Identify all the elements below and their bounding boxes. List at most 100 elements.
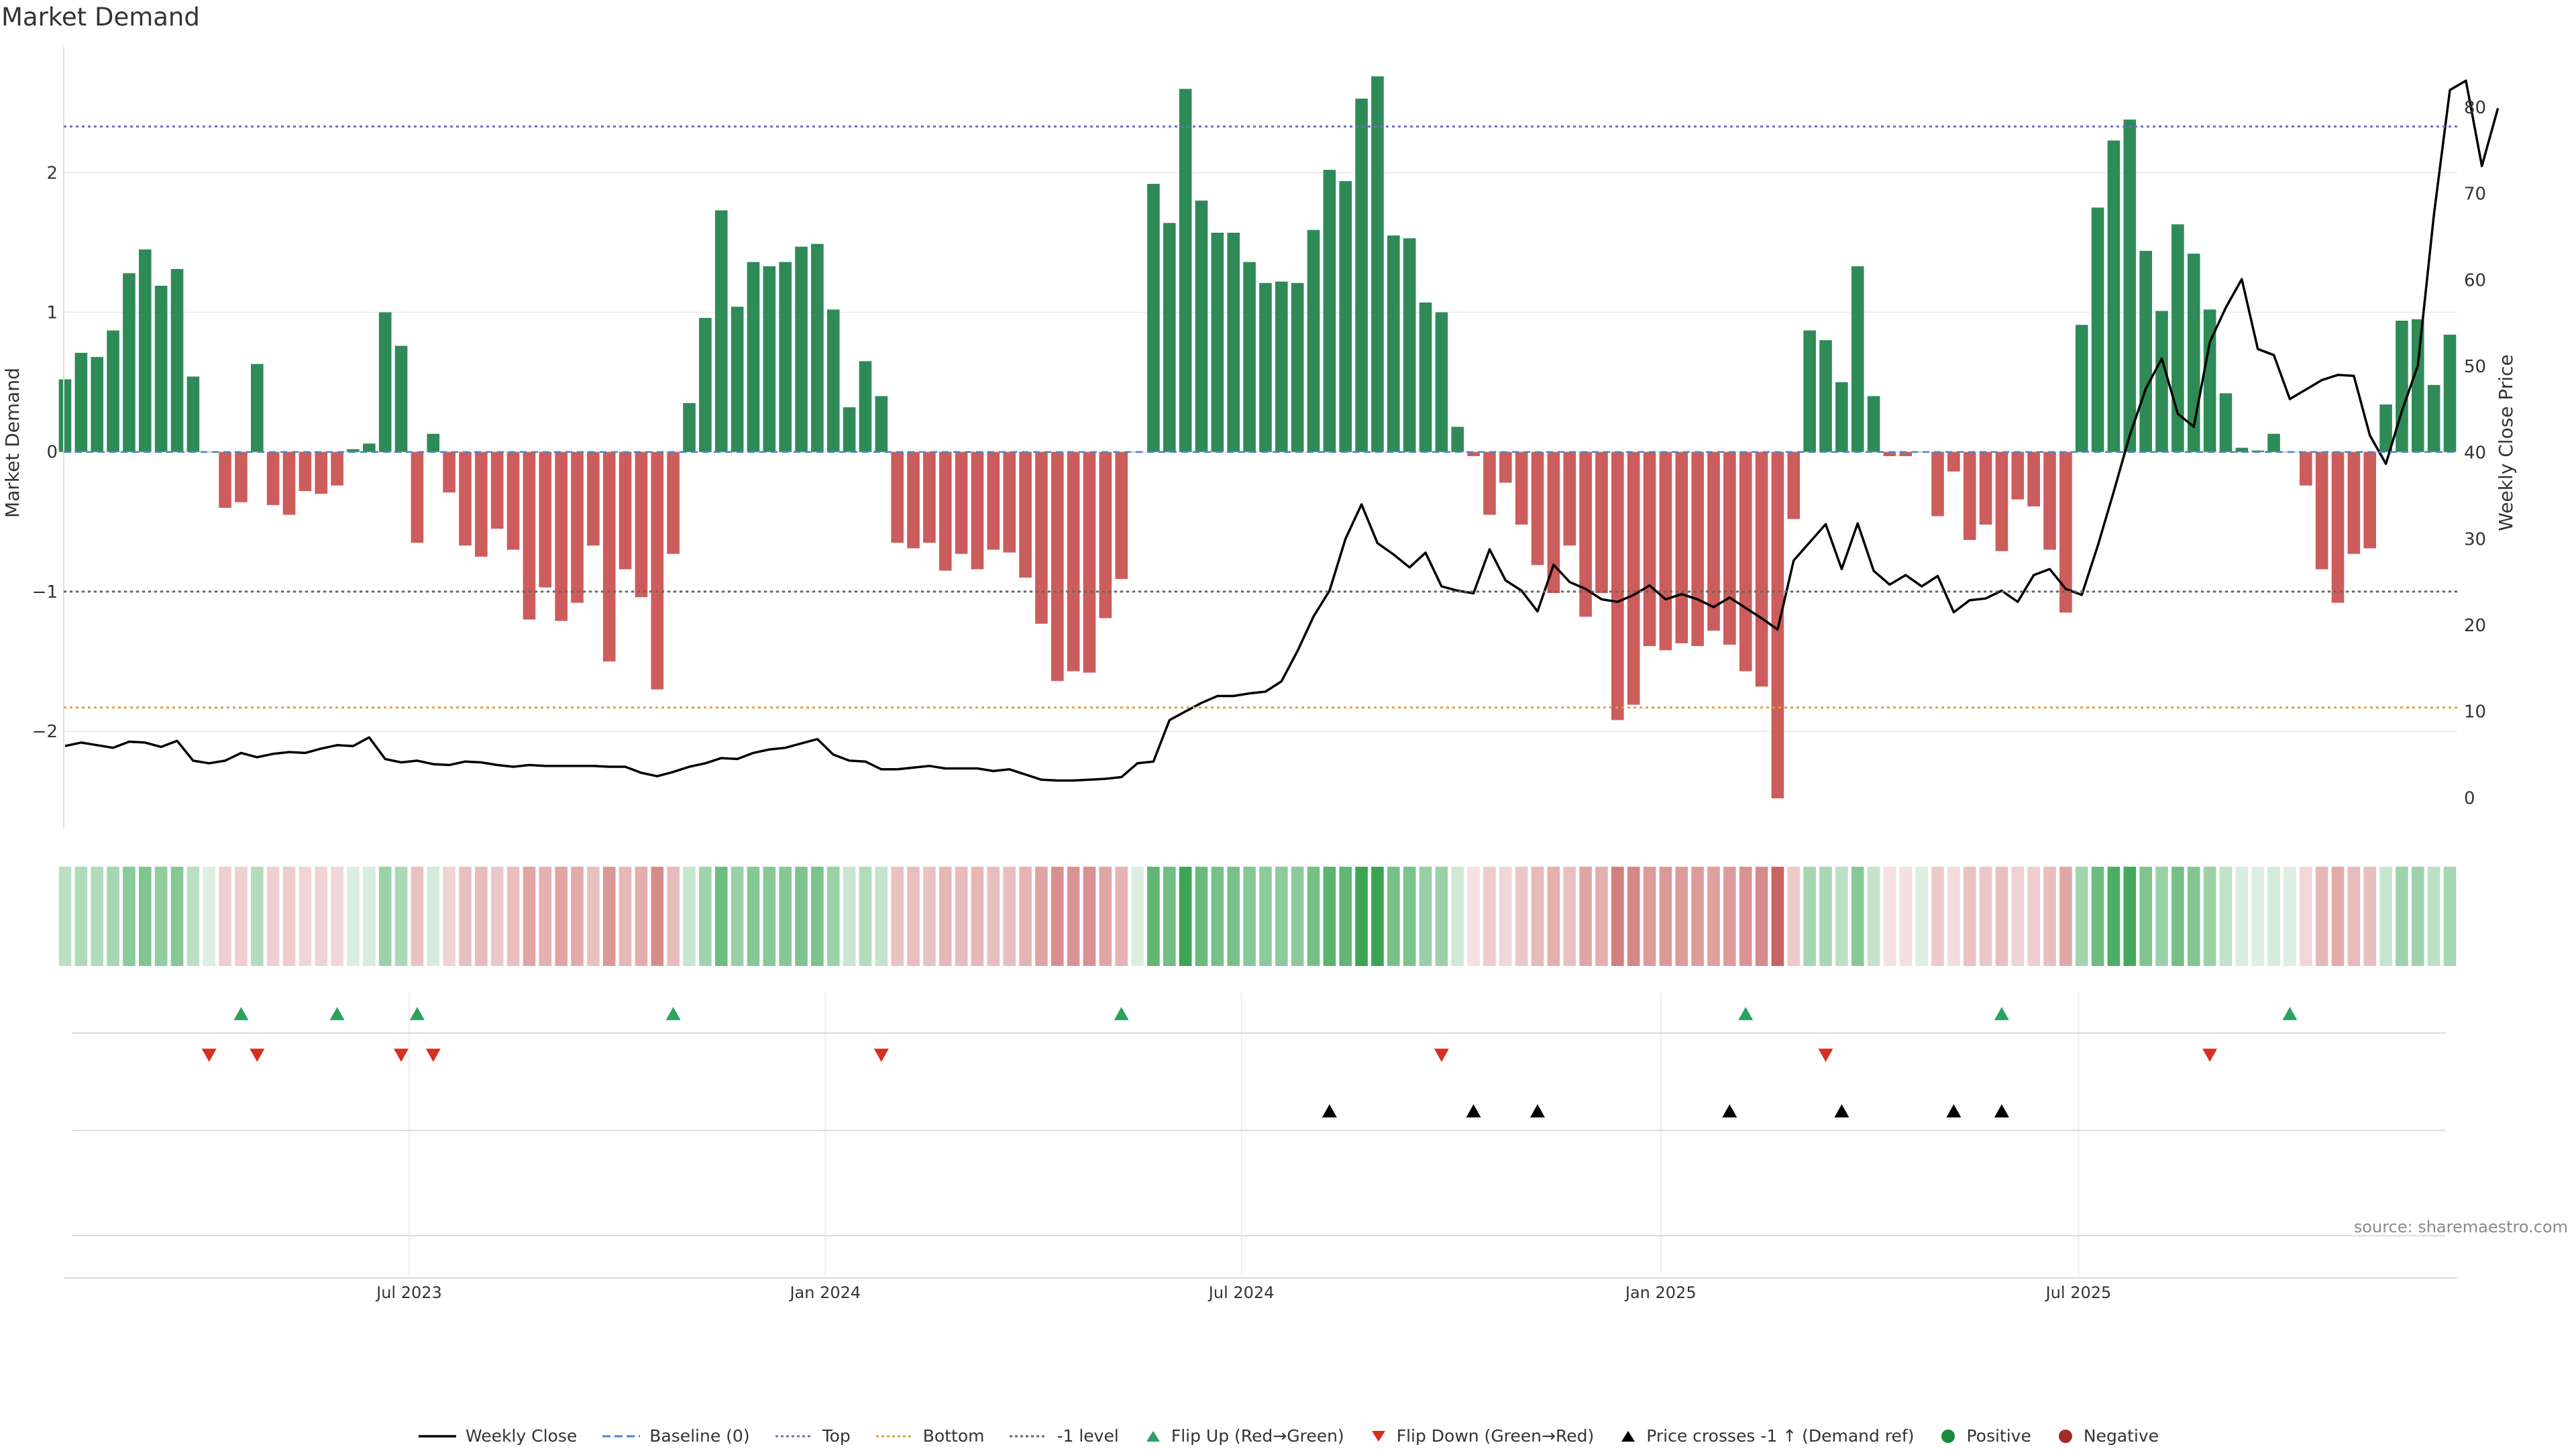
heat-cell — [731, 867, 744, 966]
heat-cell — [363, 867, 376, 966]
heat-cell — [667, 867, 680, 966]
x-tick-label: Jul 2024 — [1208, 1283, 1275, 1302]
heat-cell — [219, 867, 231, 966]
heat-cell — [123, 867, 136, 966]
demand-bar — [1819, 340, 1832, 452]
demand-bar — [1419, 302, 1432, 452]
legend-swatch — [1146, 1430, 1160, 1442]
demand-bar — [1611, 451, 1624, 720]
demand-bar — [971, 451, 984, 570]
flip-down-marker — [1818, 1049, 1833, 1062]
heat-cell — [1835, 867, 1848, 966]
demand-bar — [2155, 311, 2168, 452]
demand-bar — [1899, 451, 1913, 456]
heat-cell — [811, 867, 824, 966]
x-tick-label: Jul 2023 — [375, 1283, 442, 1302]
heat-cell — [2171, 867, 2184, 966]
demand-bar — [811, 244, 824, 452]
demand-bar — [602, 451, 616, 661]
demand-bar — [1531, 451, 1544, 566]
demand-bar — [506, 451, 520, 550]
demand-bar — [299, 451, 312, 492]
demand-bar — [1371, 76, 1384, 452]
price-cross-marker — [1722, 1104, 1737, 1118]
heat-cell — [971, 867, 984, 966]
demand-bar — [1227, 232, 1240, 452]
demand-bar — [251, 364, 264, 452]
heat-cell — [443, 867, 455, 966]
heat-cell — [2267, 867, 2280, 966]
demand-bar — [1595, 451, 1608, 593]
demand-bar — [763, 266, 776, 452]
price-cross-marker — [1946, 1104, 1962, 1118]
heat-cell — [2219, 867, 2233, 966]
demand-bar — [667, 451, 680, 554]
demand-bar — [1291, 282, 1304, 452]
heat-cell — [859, 867, 872, 966]
demand-bar — [923, 451, 936, 543]
y-tick-label-right: 70 — [2464, 184, 2486, 205]
demand-bar — [2075, 325, 2088, 452]
heat-cell — [1403, 867, 1416, 966]
demand-bar — [523, 451, 536, 620]
heat-cell — [907, 867, 920, 966]
demand-bar — [1915, 451, 1928, 453]
legend-swatch — [418, 1434, 456, 1438]
demand-bar — [107, 330, 119, 452]
demand-heat-strip — [58, 867, 2457, 966]
legend-swatch-marker — [1371, 1430, 1385, 1442]
legend-swatch-marker — [1941, 1429, 1955, 1443]
heat-cell — [2379, 867, 2392, 966]
heat-cell — [1259, 867, 1272, 966]
heat-cell — [1307, 867, 1320, 966]
demand-bar — [91, 357, 104, 452]
demand-bar — [1643, 451, 1656, 647]
heat-cell — [331, 867, 343, 966]
demand-bar — [347, 449, 360, 452]
demand-bar — [1035, 451, 1048, 624]
legend-item: Bottom — [875, 1426, 984, 1446]
heat-cell — [1483, 867, 1496, 966]
demand-bar — [2363, 451, 2377, 549]
demand-bar — [1195, 201, 1208, 452]
demand-bar — [907, 451, 920, 549]
heat-cell — [1931, 867, 1944, 966]
weekly-close-line — [64, 79, 2500, 782]
heat-cell — [1083, 867, 1096, 966]
demand-bar — [443, 451, 455, 493]
legend-swatch — [875, 1435, 914, 1437]
flip-down-marker — [873, 1049, 889, 1062]
demand-bar — [1723, 451, 1736, 645]
heat-cell — [1371, 867, 1384, 966]
heat-cell — [1387, 867, 1400, 966]
heat-cell — [1883, 867, 1896, 966]
heat-cell — [987, 867, 1000, 966]
flip-up-marker — [2282, 1007, 2298, 1020]
demand-bar — [1355, 99, 1368, 452]
heat-cell — [523, 867, 536, 966]
demand-bar — [1691, 451, 1704, 647]
heat-cell — [1787, 867, 1801, 966]
heat-cell — [2123, 867, 2137, 966]
demand-bar — [2315, 451, 2328, 570]
heat-cell — [843, 867, 856, 966]
y-tick-label-right: 0 — [2464, 788, 2475, 808]
flip-down-marker — [2202, 1049, 2218, 1062]
y-tick-label-right: 20 — [2464, 616, 2486, 636]
heat-cell — [1435, 867, 1448, 966]
heat-cell — [1595, 867, 1608, 966]
demand-bar — [154, 285, 168, 452]
heat-cell — [1339, 867, 1352, 966]
flip-up-marker — [1994, 1007, 2009, 1020]
legend-label: Negative — [2083, 1426, 2159, 1446]
demand-bar — [235, 451, 248, 502]
x-tick-label: Jul 2025 — [2045, 1283, 2112, 1302]
flip-down-marker — [394, 1049, 409, 1062]
heat-cell — [1275, 867, 1288, 966]
demand-bar — [1307, 229, 1320, 452]
legend-swatch — [1010, 1435, 1048, 1437]
demand-bar — [1707, 451, 1720, 631]
y-tick-label-left: 0 — [46, 443, 58, 463]
demand-bar — [1931, 451, 1944, 517]
